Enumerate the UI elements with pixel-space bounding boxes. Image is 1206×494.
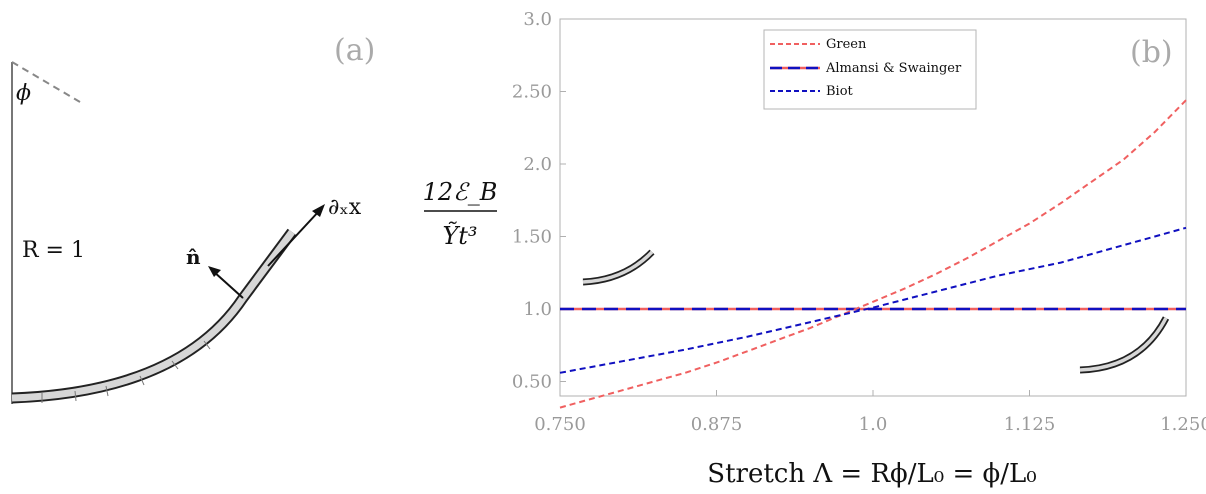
- normal-label: n̂: [186, 245, 201, 269]
- y-tick-label: 2.50: [512, 82, 552, 103]
- legend-label-almansi: Almansi & Swainger: [825, 61, 962, 76]
- tangent-label: ∂ₓx: [328, 195, 362, 220]
- series-layer: [559, 99, 1187, 409]
- inset-shell-compressed-fill: [582, 250, 654, 284]
- normal-arrow-line: [212, 270, 244, 299]
- tangent-arrowhead: [312, 204, 325, 217]
- shell-segment-ticks: [41, 340, 211, 403]
- x-tick-label: 1.250: [1160, 414, 1206, 435]
- legend-label-green: Green: [826, 37, 867, 52]
- y-axis-label-denominator: Ỹt³: [442, 221, 477, 250]
- x-axis: 0.750 0.875 1.0 1.125 1.250: [534, 390, 1206, 435]
- shell-strip-end-fill: [240, 229, 295, 301]
- angle-reference-line: [11, 61, 81, 103]
- y-tick-label: 1.50: [512, 227, 552, 248]
- series-line-green: [559, 99, 1187, 409]
- y-tick-label: 1.0: [523, 299, 552, 320]
- inset-shell-compressed-outline: [582, 249, 655, 286]
- legend: Green Almansi & Swainger Biot: [763, 29, 977, 110]
- y-tick-label: 3.0: [523, 9, 552, 30]
- normal-arrowhead: [208, 266, 221, 277]
- x-tick-label: 1.125: [1004, 414, 1056, 435]
- panel-a-label: (a): [334, 33, 375, 68]
- legend-box: [763, 29, 977, 110]
- x-tick-label: 0.750: [534, 414, 586, 435]
- tangent-arrow-line: [267, 209, 321, 267]
- inset-shell-stretched-fill: [1079, 317, 1168, 372]
- x-tick-label: 1.0: [859, 414, 888, 435]
- y-axis-label-numerator: 12ℰ_B: [423, 178, 498, 206]
- legend-label-biot: Biot: [826, 84, 854, 99]
- panel-a: (a) ϕ R = 1 ∂ₓx n̂: [11, 33, 375, 404]
- x-axis-label: Stretch Λ = Rϕ/L₀ = ϕ/L₀: [707, 459, 1036, 489]
- panel-b-label: (b): [1130, 35, 1173, 70]
- angle-label: ϕ: [16, 81, 31, 106]
- y-axis: 0.50 1.0 1.50 2.0 2.50 3.0: [512, 9, 566, 393]
- x-tick-label: 0.875: [691, 414, 743, 435]
- y-tick-label: 2.0: [523, 154, 552, 175]
- radius-label: R = 1: [22, 238, 85, 263]
- panel-b: 12ℰ_B Ỹt³ 0.50 1.0 1.50 2.0 2.50 3.0 0.750 0.8…: [423, 9, 1206, 489]
- series-line-biot: [559, 226, 1187, 374]
- y-tick-label: 0.50: [512, 372, 552, 393]
- shell-strip-fill: [11, 296, 246, 402]
